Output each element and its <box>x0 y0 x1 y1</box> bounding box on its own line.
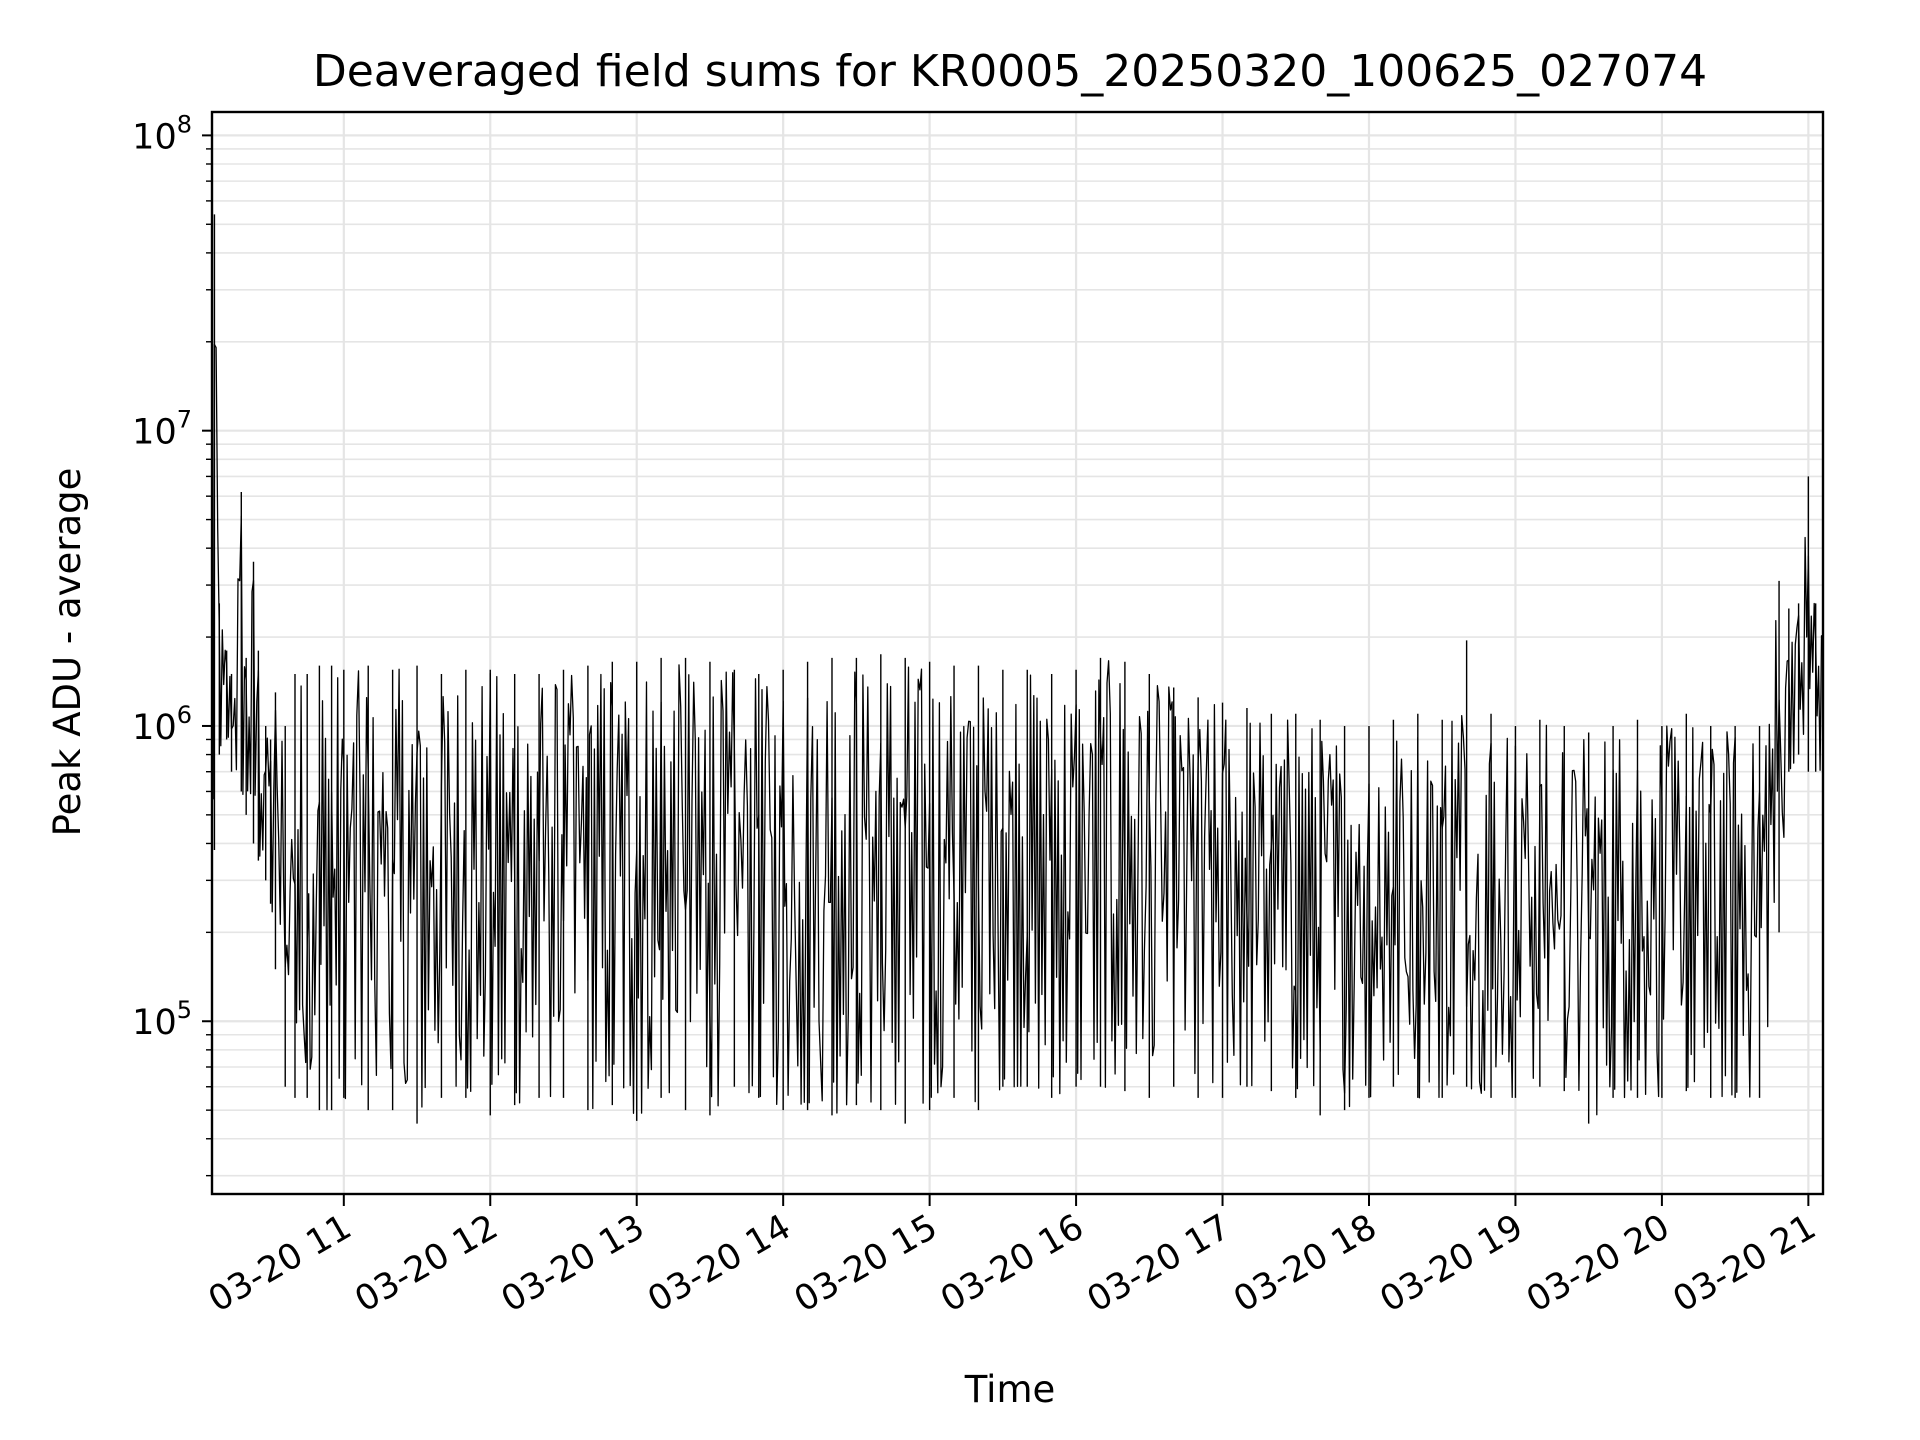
x-tick-label: 03-20 17 <box>1081 1207 1237 1320</box>
y-axis-label: Peak ADU - average <box>46 468 89 837</box>
y-tick-label: 108 <box>132 110 192 157</box>
x-tick-label: 03-20 19 <box>1374 1207 1530 1320</box>
x-tick-label: 03-20 14 <box>641 1207 797 1320</box>
data-series <box>211 214 1824 1124</box>
chart-title: Deaveraged field sums for KR0005_2025032… <box>313 46 1707 97</box>
x-tick-label: 03-20 16 <box>934 1207 1090 1320</box>
series-line <box>211 343 1824 1116</box>
x-tick-label: 03-20 13 <box>495 1207 651 1320</box>
x-tick-label: 03-20 20 <box>1520 1207 1676 1320</box>
x-axis-label: Time <box>964 1368 1056 1411</box>
y-tick-label: 106 <box>132 701 192 748</box>
y-tick-label: 107 <box>132 406 192 453</box>
x-tick-label: 03-20 18 <box>1227 1207 1383 1320</box>
y-tick-label: 105 <box>132 996 192 1043</box>
plot-frame <box>210 110 1825 1196</box>
x-tick-label: 03-20 11 <box>202 1207 358 1320</box>
x-tick-label: 03-20 21 <box>1667 1207 1823 1320</box>
x-tick-label: 03-20 15 <box>788 1207 944 1320</box>
x-tick-label: 03-20 12 <box>348 1207 504 1320</box>
